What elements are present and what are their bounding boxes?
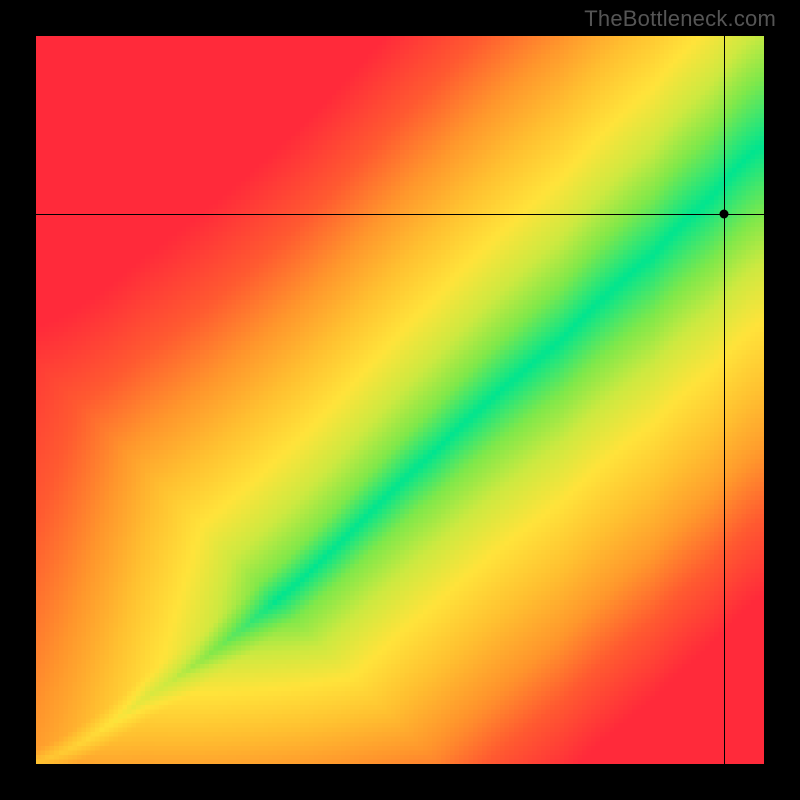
watermark-text: TheBottleneck.com bbox=[584, 6, 776, 32]
bottleneck-heatmap bbox=[36, 36, 764, 764]
crosshair-vertical bbox=[724, 36, 725, 764]
heatmap-canvas bbox=[36, 36, 764, 764]
crosshair-marker-dot bbox=[719, 210, 728, 219]
crosshair-horizontal bbox=[36, 214, 764, 215]
